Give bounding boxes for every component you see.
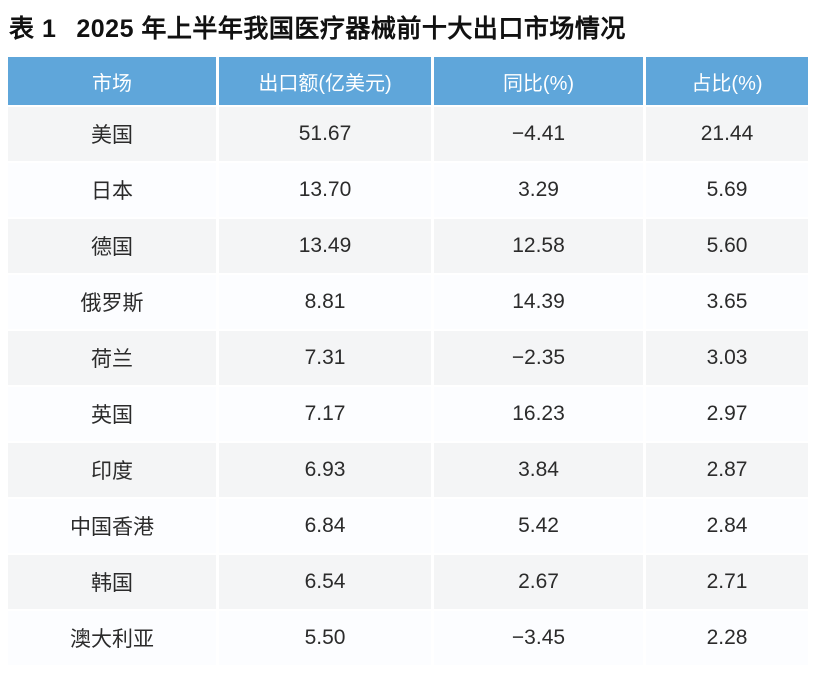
cell-market: 俄罗斯 xyxy=(8,275,216,329)
column-header-yoy: 同比(%) xyxy=(434,57,643,105)
table-row: 韩国 6.54 2.67 2.71 xyxy=(8,555,808,609)
cell-market: 澳大利亚 xyxy=(8,611,216,665)
table-row: 澳大利亚 5.50 −3.45 2.28 xyxy=(8,611,808,665)
cell-export-value: 5.50 xyxy=(219,611,431,665)
table-row: 印度 6.93 3.84 2.87 xyxy=(8,443,808,497)
cell-share: 2.28 xyxy=(646,611,808,665)
column-header-market: 市场 xyxy=(8,57,216,105)
table-caption-label: 表 1 xyxy=(9,15,57,43)
table-caption: 表 1 2025 年上半年我国医疗器械前十大出口市场情况 xyxy=(0,0,816,45)
cell-market: 德国 xyxy=(8,219,216,273)
cell-share: 2.84 xyxy=(646,499,808,553)
cell-share: 2.71 xyxy=(646,555,808,609)
cell-yoy: 3.84 xyxy=(434,443,643,497)
cell-export-value: 6.54 xyxy=(219,555,431,609)
cell-yoy: 14.39 xyxy=(434,275,643,329)
cell-export-value: 51.67 xyxy=(219,107,431,161)
cell-export-value: 8.81 xyxy=(219,275,431,329)
cell-market: 日本 xyxy=(8,163,216,217)
cell-share: 2.87 xyxy=(646,443,808,497)
cell-yoy: 2.67 xyxy=(434,555,643,609)
cell-yoy: −4.41 xyxy=(434,107,643,161)
cell-market: 印度 xyxy=(8,443,216,497)
cell-yoy: −2.35 xyxy=(434,331,643,385)
cell-share: 5.60 xyxy=(646,219,808,273)
column-header-share: 占比(%) xyxy=(646,57,808,105)
cell-share: 3.65 xyxy=(646,275,808,329)
cell-market: 美国 xyxy=(8,107,216,161)
table-row: 俄罗斯 8.81 14.39 3.65 xyxy=(8,275,808,329)
cell-yoy: 3.29 xyxy=(434,163,643,217)
table-row: 荷兰 7.31 −2.35 3.03 xyxy=(8,331,808,385)
table-row: 美国 51.67 −4.41 21.44 xyxy=(8,107,808,161)
table-row: 英国 7.17 16.23 2.97 xyxy=(8,387,808,441)
cell-export-value: 7.17 xyxy=(219,387,431,441)
cell-export-value: 7.31 xyxy=(219,331,431,385)
cell-yoy: 5.42 xyxy=(434,499,643,553)
table-header-row: 市场 出口额(亿美元) 同比(%) 占比(%) xyxy=(8,57,808,105)
cell-yoy: −3.45 xyxy=(434,611,643,665)
cell-export-value: 6.93 xyxy=(219,443,431,497)
column-header-export-value: 出口额(亿美元) xyxy=(219,57,431,105)
cell-share: 21.44 xyxy=(646,107,808,161)
cell-market: 荷兰 xyxy=(8,331,216,385)
cell-export-value: 13.49 xyxy=(219,219,431,273)
cell-yoy: 12.58 xyxy=(434,219,643,273)
table-caption-title: 2025 年上半年我国医疗器械前十大出口市场情况 xyxy=(76,15,626,43)
table-row: 中国香港 6.84 5.42 2.84 xyxy=(8,499,808,553)
cell-market: 中国香港 xyxy=(8,499,216,553)
cell-market: 英国 xyxy=(8,387,216,441)
table-row: 日本 13.70 3.29 5.69 xyxy=(8,163,808,217)
cell-share: 2.97 xyxy=(646,387,808,441)
export-markets-table: 市场 出口额(亿美元) 同比(%) 占比(%) 美国 51.67 −4.41 2… xyxy=(8,57,808,665)
cell-share: 3.03 xyxy=(646,331,808,385)
cell-market: 韩国 xyxy=(8,555,216,609)
table-row: 德国 13.49 12.58 5.60 xyxy=(8,219,808,273)
cell-yoy: 16.23 xyxy=(434,387,643,441)
cell-export-value: 13.70 xyxy=(219,163,431,217)
cell-share: 5.69 xyxy=(646,163,808,217)
cell-export-value: 6.84 xyxy=(219,499,431,553)
